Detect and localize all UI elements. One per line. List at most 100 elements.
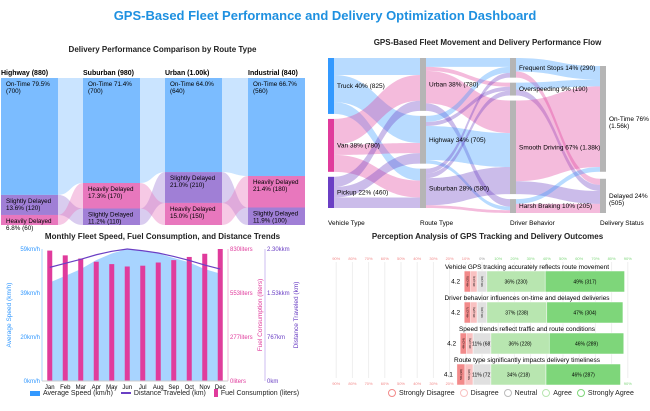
segment-count: 17.3% (170) bbox=[88, 193, 122, 200]
sankey-flow bbox=[516, 203, 600, 213]
segment-label: Slightly Delayed bbox=[88, 212, 134, 219]
legend-item[interactable]: Strongly Agree bbox=[576, 389, 634, 397]
likert-label: 4% (27) bbox=[465, 307, 469, 318]
dashboard-title: GPS-Based Fleet Performance and Delivery… bbox=[113, 8, 537, 23]
likert-segment bbox=[546, 301, 624, 324]
month-label: Nov bbox=[199, 385, 210, 391]
segment-label: On-Time 64.0% bbox=[170, 81, 214, 88]
segment-count: (700) bbox=[6, 88, 21, 95]
sankey-flow bbox=[516, 167, 600, 204]
likert-label: 11% (72) bbox=[472, 373, 492, 379]
route-performance-title: Delivery Performance Comparison by Route… bbox=[68, 45, 257, 54]
likert-label: 4% (25) bbox=[465, 276, 469, 287]
sankey-flow bbox=[516, 89, 600, 191]
segment-ontime bbox=[248, 78, 305, 176]
legend-item[interactable]: Agree bbox=[542, 389, 572, 397]
month-label: Jul bbox=[139, 385, 147, 391]
legend-item[interactable]: Disagree bbox=[459, 389, 499, 397]
likert-legend: Strongly Disagree Disagree Neutral Agree Str… bbox=[388, 389, 634, 397]
flow-slight bbox=[222, 172, 248, 225]
segment-count: 11.2% (110) bbox=[88, 219, 121, 226]
axis-tick-top: 80% bbox=[608, 256, 616, 261]
fuel-tick: 553liters bbox=[230, 291, 253, 297]
axis-tick-top: 50% bbox=[559, 256, 567, 261]
segment-heavy bbox=[83, 183, 140, 209]
likert-segment bbox=[545, 363, 621, 386]
bar-swatch-icon bbox=[213, 389, 218, 397]
segment-count: 15.0% (150) bbox=[170, 213, 204, 220]
segment-label: On-Time 66.7% bbox=[253, 81, 297, 88]
face-icon bbox=[503, 389, 512, 397]
question-label: Speed trends reflect traffic and route c… bbox=[459, 326, 596, 333]
sankey-node bbox=[510, 58, 516, 78]
month-label: Jan bbox=[45, 385, 55, 391]
axis-tick-top: 90% bbox=[624, 256, 632, 261]
segment-ontime bbox=[165, 78, 222, 173]
legend-speed[interactable]: Average Speed (km/h) bbox=[30, 390, 113, 397]
axis-tick-top: 50% bbox=[397, 256, 405, 261]
legend-item[interactable]: Neutral bbox=[503, 389, 537, 397]
axis-tick-top: 30% bbox=[429, 256, 437, 261]
likert-label: 36% (230) bbox=[504, 280, 527, 286]
sankey-flow bbox=[426, 66, 510, 87]
likert-label: 4% (25) bbox=[468, 338, 472, 349]
likert-label: 6% (40) bbox=[480, 307, 484, 318]
likert-label: 49% (317) bbox=[573, 280, 596, 286]
mean-score: 4.2 bbox=[451, 279, 460, 286]
legend-label: Fuel Consumption (liters) bbox=[220, 389, 300, 397]
face-icon bbox=[576, 389, 585, 397]
legend-label: Strongly Agree bbox=[587, 389, 634, 397]
segment-count: 11.9% (100) bbox=[253, 218, 287, 225]
axis-tick-top: 70% bbox=[365, 256, 373, 261]
axis-tick-top: 0% bbox=[479, 256, 485, 261]
distance-tick: 767km bbox=[267, 335, 285, 341]
likert-label: 5% (30) bbox=[459, 369, 463, 380]
sankey-node-label: Suburban 28% (580) bbox=[429, 185, 489, 192]
fuel-tick: 0liters bbox=[230, 379, 246, 385]
segment-label: Slightly Delayed bbox=[170, 175, 216, 182]
axis-tick-top: 70% bbox=[591, 256, 599, 261]
legend-fuel[interactable]: Fuel Consumption (liters) bbox=[213, 389, 300, 397]
axis-tick-top: 10% bbox=[494, 256, 502, 261]
question-label: Route type significantly impacts deliver… bbox=[454, 357, 601, 364]
month-label: Mar bbox=[76, 385, 86, 391]
sankey-stage-label: Vehicle Type bbox=[328, 220, 365, 227]
month-label: May bbox=[106, 385, 117, 391]
distance-tick: 2.30kkm bbox=[267, 247, 290, 253]
sankey-title: GPS-Based Fleet Movement and Delivery Pe… bbox=[373, 38, 602, 47]
sankey-node bbox=[510, 199, 516, 213]
axis-tick-top: 80% bbox=[348, 256, 356, 261]
segment-slight bbox=[1, 194, 58, 215]
route-column-label: Suburban (980) bbox=[83, 70, 134, 77]
sankey-flow bbox=[516, 79, 600, 90]
face-icon bbox=[542, 389, 551, 397]
likert-segment bbox=[548, 332, 624, 355]
segment-ontime bbox=[83, 78, 140, 183]
flow-heavy bbox=[222, 176, 248, 225]
sankey-node-label: Pickup 22% (460) bbox=[337, 189, 388, 196]
segment-count: 13.6% (120) bbox=[6, 205, 40, 212]
fuel-bar bbox=[78, 258, 84, 381]
sankey-flow bbox=[516, 71, 600, 185]
sankey-node-sublabel: (1.56k) bbox=[609, 123, 629, 130]
fuel-bar bbox=[124, 266, 130, 381]
fuel-bar bbox=[93, 261, 99, 381]
legend-label: Distance Traveled (km) bbox=[133, 389, 206, 397]
axis-tick-top: 40% bbox=[413, 256, 421, 261]
likert-segment bbox=[544, 270, 625, 293]
likert-label: 34% (218) bbox=[507, 373, 530, 379]
segment-slight bbox=[165, 172, 222, 203]
legend-item[interactable]: Strongly Disagree bbox=[388, 389, 455, 397]
likert-label: 36% (228) bbox=[509, 342, 532, 348]
flow-heavy bbox=[58, 183, 83, 225]
fuel-bar bbox=[171, 260, 177, 381]
perception-title: Perception Analysis of GPS Tracking and … bbox=[371, 232, 604, 241]
segment-count: 6.8% (60) bbox=[6, 225, 33, 232]
fuel-tick: 277liters bbox=[230, 335, 253, 341]
sankey-flow bbox=[426, 205, 510, 213]
sankey-flow bbox=[426, 86, 510, 127]
segment-heavy bbox=[1, 214, 58, 225]
speed-tick: 0km/h bbox=[24, 379, 40, 385]
distance-line bbox=[49, 248, 221, 270]
legend-distance[interactable]: Distance Traveled (km) bbox=[120, 389, 206, 397]
